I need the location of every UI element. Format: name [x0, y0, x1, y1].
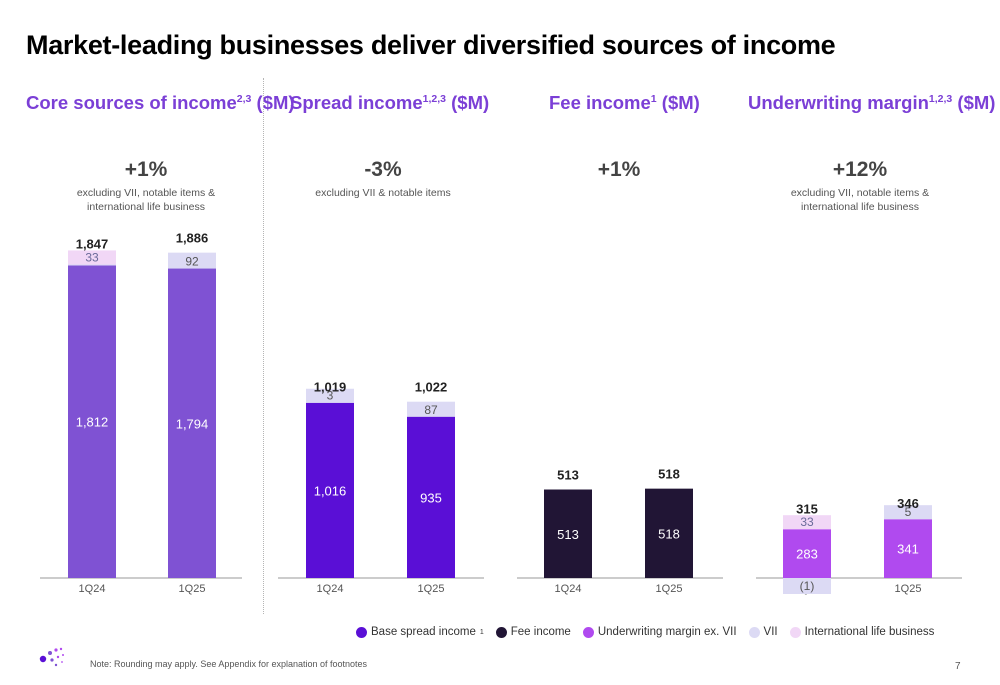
- growth-note-spread: excluding VII & notable items: [293, 186, 473, 200]
- data-label: (1): [800, 579, 815, 593]
- bar-segment-uw: [884, 519, 932, 578]
- legend-swatch: [582, 626, 594, 638]
- legend-label: Fee income: [510, 626, 571, 638]
- legend-swatch: [789, 626, 801, 638]
- legend-item-international: International life business: [789, 626, 935, 638]
- panel-title-spread: Spread income1,2,3 ($M): [290, 92, 489, 114]
- legend-swatch: [356, 626, 367, 638]
- data-label: 341: [897, 542, 919, 557]
- legend-footnote: 1: [479, 628, 484, 636]
- legend-item-base-spread: Base spread income 1: [356, 626, 484, 638]
- panel-title-footnote: 2,3: [236, 92, 252, 105]
- bar-segment-base_spread: [407, 416, 455, 578]
- data-label: 3: [327, 389, 334, 403]
- total-label: 518: [658, 467, 680, 482]
- panel-title-text: Core sources of income: [26, 92, 237, 113]
- legend-swatch: [748, 626, 760, 638]
- x-tick-label: 1Q24: [317, 583, 344, 595]
- panel-title-text: Underwriting margin: [748, 92, 929, 113]
- panel-title-footnote: 1,2,3: [422, 92, 446, 105]
- total-label: 1,022: [415, 380, 448, 395]
- data-label: 518: [658, 526, 680, 541]
- bar-segment-intl-labelbox: [783, 515, 831, 530]
- legend-label: VII: [763, 626, 778, 638]
- data-label: 92: [185, 255, 199, 269]
- x-tick-label: 1Q25: [895, 583, 922, 595]
- growth-note-line: excluding VII, notable items &: [76, 187, 216, 199]
- legend-label: Underwriting margin ex. VII: [597, 626, 737, 638]
- bar-segment-vii: [407, 401, 455, 417]
- bar-segment-fee: [645, 488, 693, 578]
- total-label: 513: [557, 468, 579, 483]
- panel-title-footnote: 1: [650, 92, 657, 105]
- growth-note-underwriting: excluding VII, notable items & internatio…: [770, 186, 950, 214]
- legend-swatch: [495, 626, 507, 638]
- growth-note-core: excluding VII, notable items & internatio…: [56, 186, 236, 214]
- bar-segment-vii-labelbox: [884, 505, 932, 520]
- total-label: 346: [897, 496, 919, 511]
- total-label: 1,847: [76, 237, 109, 252]
- growth-note-line: excluding VII & notable items: [315, 187, 451, 199]
- data-label: 283: [796, 547, 818, 562]
- panel-title-text: Fee income: [549, 92, 651, 113]
- legend-item-fee: Fee income: [495, 626, 571, 638]
- bar-segment-base_spread: [306, 402, 354, 578]
- panel-title-unit: ($M): [256, 92, 295, 113]
- total-label: 1,886: [176, 231, 209, 246]
- bar-segment-uw: [783, 529, 831, 578]
- data-label: 513: [557, 527, 579, 542]
- panel-title-footnote: 1,2,3: [928, 92, 953, 105]
- bar-segment-intl-labelbox: [68, 250, 116, 265]
- bar-segment-core: [168, 268, 216, 578]
- data-label: 87: [424, 403, 438, 417]
- data-label: 935: [420, 490, 442, 505]
- growth-underwriting: +12%: [832, 158, 888, 181]
- legend-label: International life business: [804, 626, 935, 638]
- panel-title-unit: ($M): [957, 92, 996, 113]
- total-label: 315: [796, 501, 818, 516]
- panel-title-unit: ($M): [451, 92, 490, 113]
- page-number: 7: [955, 661, 961, 672]
- x-tick-label: 1Q25: [179, 583, 206, 595]
- bar-segment-fee: [544, 489, 592, 578]
- legend-item-underwriting: Underwriting margin ex. VII: [582, 626, 737, 638]
- page-title: Market-leading businesses deliver divers…: [26, 30, 836, 60]
- data-label: 5: [905, 505, 912, 519]
- footnote-text: Note: Rounding may apply. See Appendix f…: [90, 659, 368, 669]
- panel-title-fee: Fee income1 ($M): [549, 92, 700, 114]
- panel-title-text: Spread income: [290, 92, 423, 113]
- bar-segment-vii: [168, 252, 216, 269]
- total-label: 1,019: [314, 380, 347, 395]
- x-tick-label: 1Q24: [79, 583, 106, 595]
- panel-title-underwriting: Underwriting margin1,2,3 ($M): [748, 92, 995, 114]
- growth-core: +1%: [124, 158, 168, 181]
- data-label: 1,016: [314, 483, 347, 498]
- x-tick-label: 1Q25: [418, 583, 445, 595]
- panel-title-unit: ($M): [661, 92, 700, 113]
- growth-note-line: excluding VII, notable items &: [790, 187, 930, 199]
- data-label: 33: [85, 250, 99, 264]
- company-logo: [39, 647, 64, 667]
- legend-label: Base spread income: [371, 626, 476, 638]
- growth-spread: -3%: [364, 158, 402, 181]
- legend-item-vii: VII: [748, 626, 778, 638]
- x-tick-label: 1Q25: [656, 583, 683, 595]
- bar-segment-vii-negative-box: [783, 578, 831, 594]
- growth-note-line: international life business: [87, 201, 205, 213]
- bar-segment-core: [68, 265, 116, 578]
- x-tick-label: 1Q24: [555, 583, 582, 595]
- growth-note-line: international life business: [801, 201, 919, 213]
- data-label: 1,812: [76, 415, 109, 430]
- legend: Base spread income 1 Fee income Underwrit…: [356, 626, 934, 638]
- data-label: 33: [800, 515, 814, 529]
- panel-divider: [263, 78, 264, 614]
- growth-fee: +1%: [597, 158, 641, 181]
- data-label: 1,794: [176, 416, 209, 431]
- bar-segment-vii-labelbox: [306, 388, 354, 403]
- panel-title-core: Core sources of income2,3 ($M): [26, 92, 295, 114]
